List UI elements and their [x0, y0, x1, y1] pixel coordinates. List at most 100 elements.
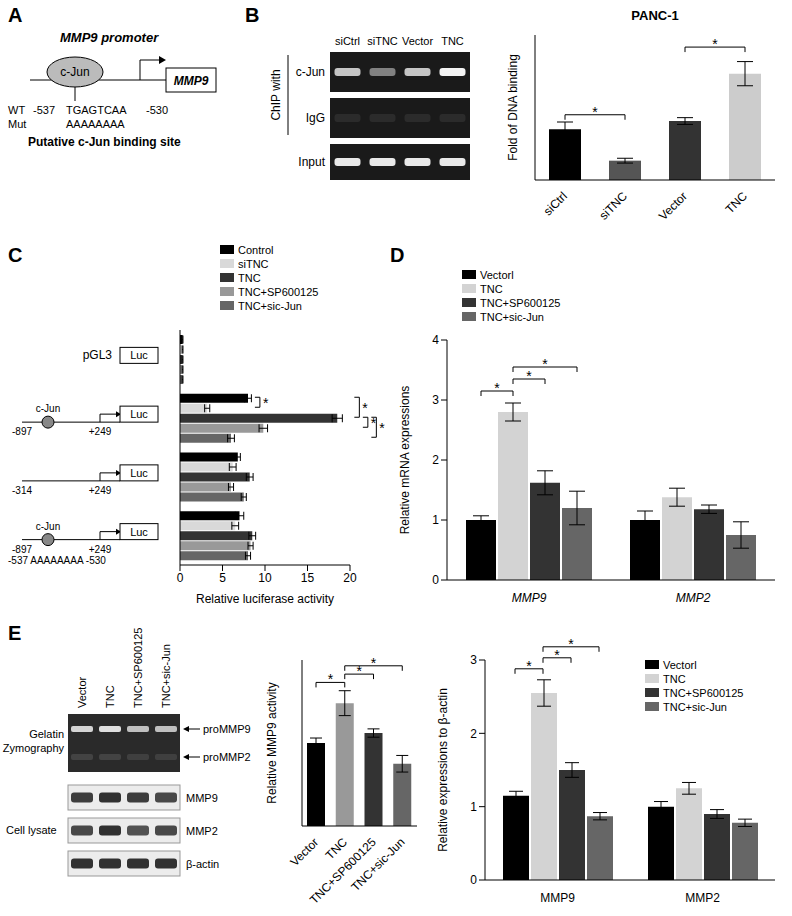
- svg-text:AAAAAAAA: AAAAAAAA: [66, 118, 125, 130]
- svg-text:*: *: [712, 36, 718, 52]
- svg-text:TNC: TNC: [663, 673, 686, 685]
- svg-text:1: 1: [432, 513, 439, 527]
- svg-text:*: *: [554, 647, 560, 663]
- svg-text:0: 0: [470, 873, 477, 887]
- svg-text:TNC+SP600125: TNC+SP600125: [480, 297, 560, 309]
- svg-text:5: 5: [219, 571, 226, 585]
- svg-text:Relative expressions to β-acti: Relative expressions to β-actin: [436, 688, 450, 852]
- svg-text:Input: Input: [298, 155, 325, 169]
- svg-text:A: A: [8, 4, 22, 26]
- svg-text:*: *: [494, 380, 500, 396]
- svg-text:*: *: [356, 663, 362, 679]
- svg-text:c-Jun: c-Jun: [60, 65, 89, 79]
- svg-text:1: 1: [470, 800, 477, 814]
- svg-text:20: 20: [343, 571, 357, 585]
- svg-text:siCtrl: siCtrl: [541, 189, 570, 218]
- svg-text:-897: -897: [12, 544, 32, 555]
- svg-text:+249: +249: [89, 544, 112, 555]
- svg-text:TNC: TNC: [104, 685, 116, 708]
- svg-text:-537 AAAAAAAA -530: -537 AAAAAAAA -530: [8, 555, 106, 566]
- svg-text:Control: Control: [238, 244, 273, 256]
- svg-text:Vector: Vector: [402, 35, 434, 47]
- svg-text:15: 15: [301, 571, 315, 585]
- svg-text:+249: +249: [89, 426, 112, 437]
- svg-text:2: 2: [432, 453, 439, 467]
- svg-text:TNC+sic-Jun: TNC+sic-Jun: [663, 701, 727, 713]
- svg-text:pGL3: pGL3: [83, 348, 113, 362]
- svg-text:ChIP with: ChIP with: [269, 69, 283, 120]
- svg-text:Vector: Vector: [656, 189, 690, 223]
- svg-text:Cell lysate: Cell lysate: [6, 824, 57, 836]
- svg-text:Relative mRNA expressions: Relative mRNA expressions: [398, 386, 412, 535]
- svg-text:10: 10: [258, 571, 272, 585]
- svg-text:TNC+sic-Jun: TNC+sic-Jun: [480, 311, 544, 323]
- svg-text:TNC: TNC: [441, 35, 464, 47]
- svg-text:-537: -537: [33, 104, 55, 116]
- svg-text:Vector: Vector: [287, 835, 321, 869]
- svg-text:0: 0: [177, 571, 184, 585]
- svg-text:TGAGTCAA: TGAGTCAA: [66, 104, 127, 116]
- svg-text:proMMP9: proMMP9: [203, 723, 251, 735]
- svg-text:TNC: TNC: [480, 283, 503, 295]
- svg-text:TNC: TNC: [238, 272, 261, 284]
- svg-text:Luc: Luc: [130, 408, 148, 420]
- svg-text:β-actin: β-actin: [186, 858, 219, 870]
- svg-text:*: *: [371, 655, 377, 671]
- svg-text:*: *: [592, 104, 598, 120]
- svg-text:MMP9: MMP9: [512, 591, 547, 605]
- svg-text:siTNC: siTNC: [367, 35, 398, 47]
- svg-text:-530: -530: [146, 104, 168, 116]
- svg-text:c-Jun: c-Jun: [36, 521, 60, 532]
- svg-text:TNC+sic-Jun: TNC+sic-Jun: [238, 300, 302, 312]
- svg-text:MMP9 promoter: MMP9 promoter: [60, 30, 159, 45]
- svg-text:4: 4: [432, 333, 439, 347]
- svg-text:D: D: [390, 244, 404, 266]
- svg-text:*: *: [526, 658, 532, 674]
- svg-text:TNC: TNC: [723, 189, 751, 217]
- svg-text:0: 0: [432, 573, 439, 587]
- svg-text:-314: -314: [12, 485, 32, 496]
- svg-text:3: 3: [470, 653, 477, 667]
- svg-text:c-Jun: c-Jun: [296, 65, 325, 79]
- svg-text:MMP9: MMP9: [186, 792, 218, 804]
- svg-text:*: *: [568, 636, 574, 652]
- svg-text:MMP2: MMP2: [186, 825, 218, 837]
- svg-text:E: E: [8, 622, 21, 644]
- svg-text:*: *: [371, 415, 377, 431]
- svg-text:+249: +249: [89, 485, 112, 496]
- svg-text:Vectorl: Vectorl: [663, 659, 697, 671]
- svg-text:*: *: [328, 671, 334, 687]
- svg-text:Fold of DNA binding: Fold of DNA binding: [506, 54, 520, 161]
- svg-text:-897: -897: [12, 426, 32, 437]
- svg-text:IgG: IgG: [306, 111, 325, 125]
- svg-text:*: *: [379, 420, 385, 436]
- svg-text:C: C: [8, 244, 22, 266]
- svg-text:WT: WT: [8, 104, 25, 116]
- svg-text:*: *: [362, 400, 368, 416]
- svg-text:MMP2: MMP2: [685, 891, 720, 905]
- svg-text:TNC+SP600125: TNC+SP600125: [663, 687, 743, 699]
- svg-text:Luc: Luc: [130, 349, 148, 361]
- svg-text:PANC-1: PANC-1: [631, 8, 678, 23]
- svg-text:TNC+sic-Jun: TNC+sic-Jun: [348, 835, 407, 894]
- svg-text:Luc: Luc: [130, 526, 148, 538]
- svg-text:Zymography: Zymography: [3, 742, 65, 754]
- svg-text:Vector: Vector: [76, 676, 88, 708]
- svg-text:c-Jun: c-Jun: [36, 403, 60, 414]
- svg-text:Relative luciferase activity: Relative luciferase activity: [196, 592, 334, 606]
- svg-text:*: *: [263, 395, 269, 411]
- svg-text:TNC+sic-Jun: TNC+sic-Jun: [160, 644, 172, 708]
- svg-text:siTNC: siTNC: [596, 189, 630, 223]
- svg-text:*: *: [526, 368, 532, 384]
- svg-text:MMP9: MMP9: [174, 74, 209, 88]
- svg-text:*: *: [542, 356, 548, 372]
- svg-text:3: 3: [432, 393, 439, 407]
- svg-text:Relative MMP9 activity: Relative MMP9 activity: [265, 682, 279, 803]
- svg-text:Luc: Luc: [130, 467, 148, 479]
- svg-text:B: B: [245, 4, 259, 26]
- svg-text:Putative c-Jun binding site: Putative c-Jun binding site: [28, 135, 181, 149]
- svg-text:Vectorl: Vectorl: [480, 269, 514, 281]
- svg-text:MMP2: MMP2: [676, 591, 711, 605]
- svg-text:2: 2: [470, 727, 477, 741]
- svg-text:proMMP2: proMMP2: [203, 751, 251, 763]
